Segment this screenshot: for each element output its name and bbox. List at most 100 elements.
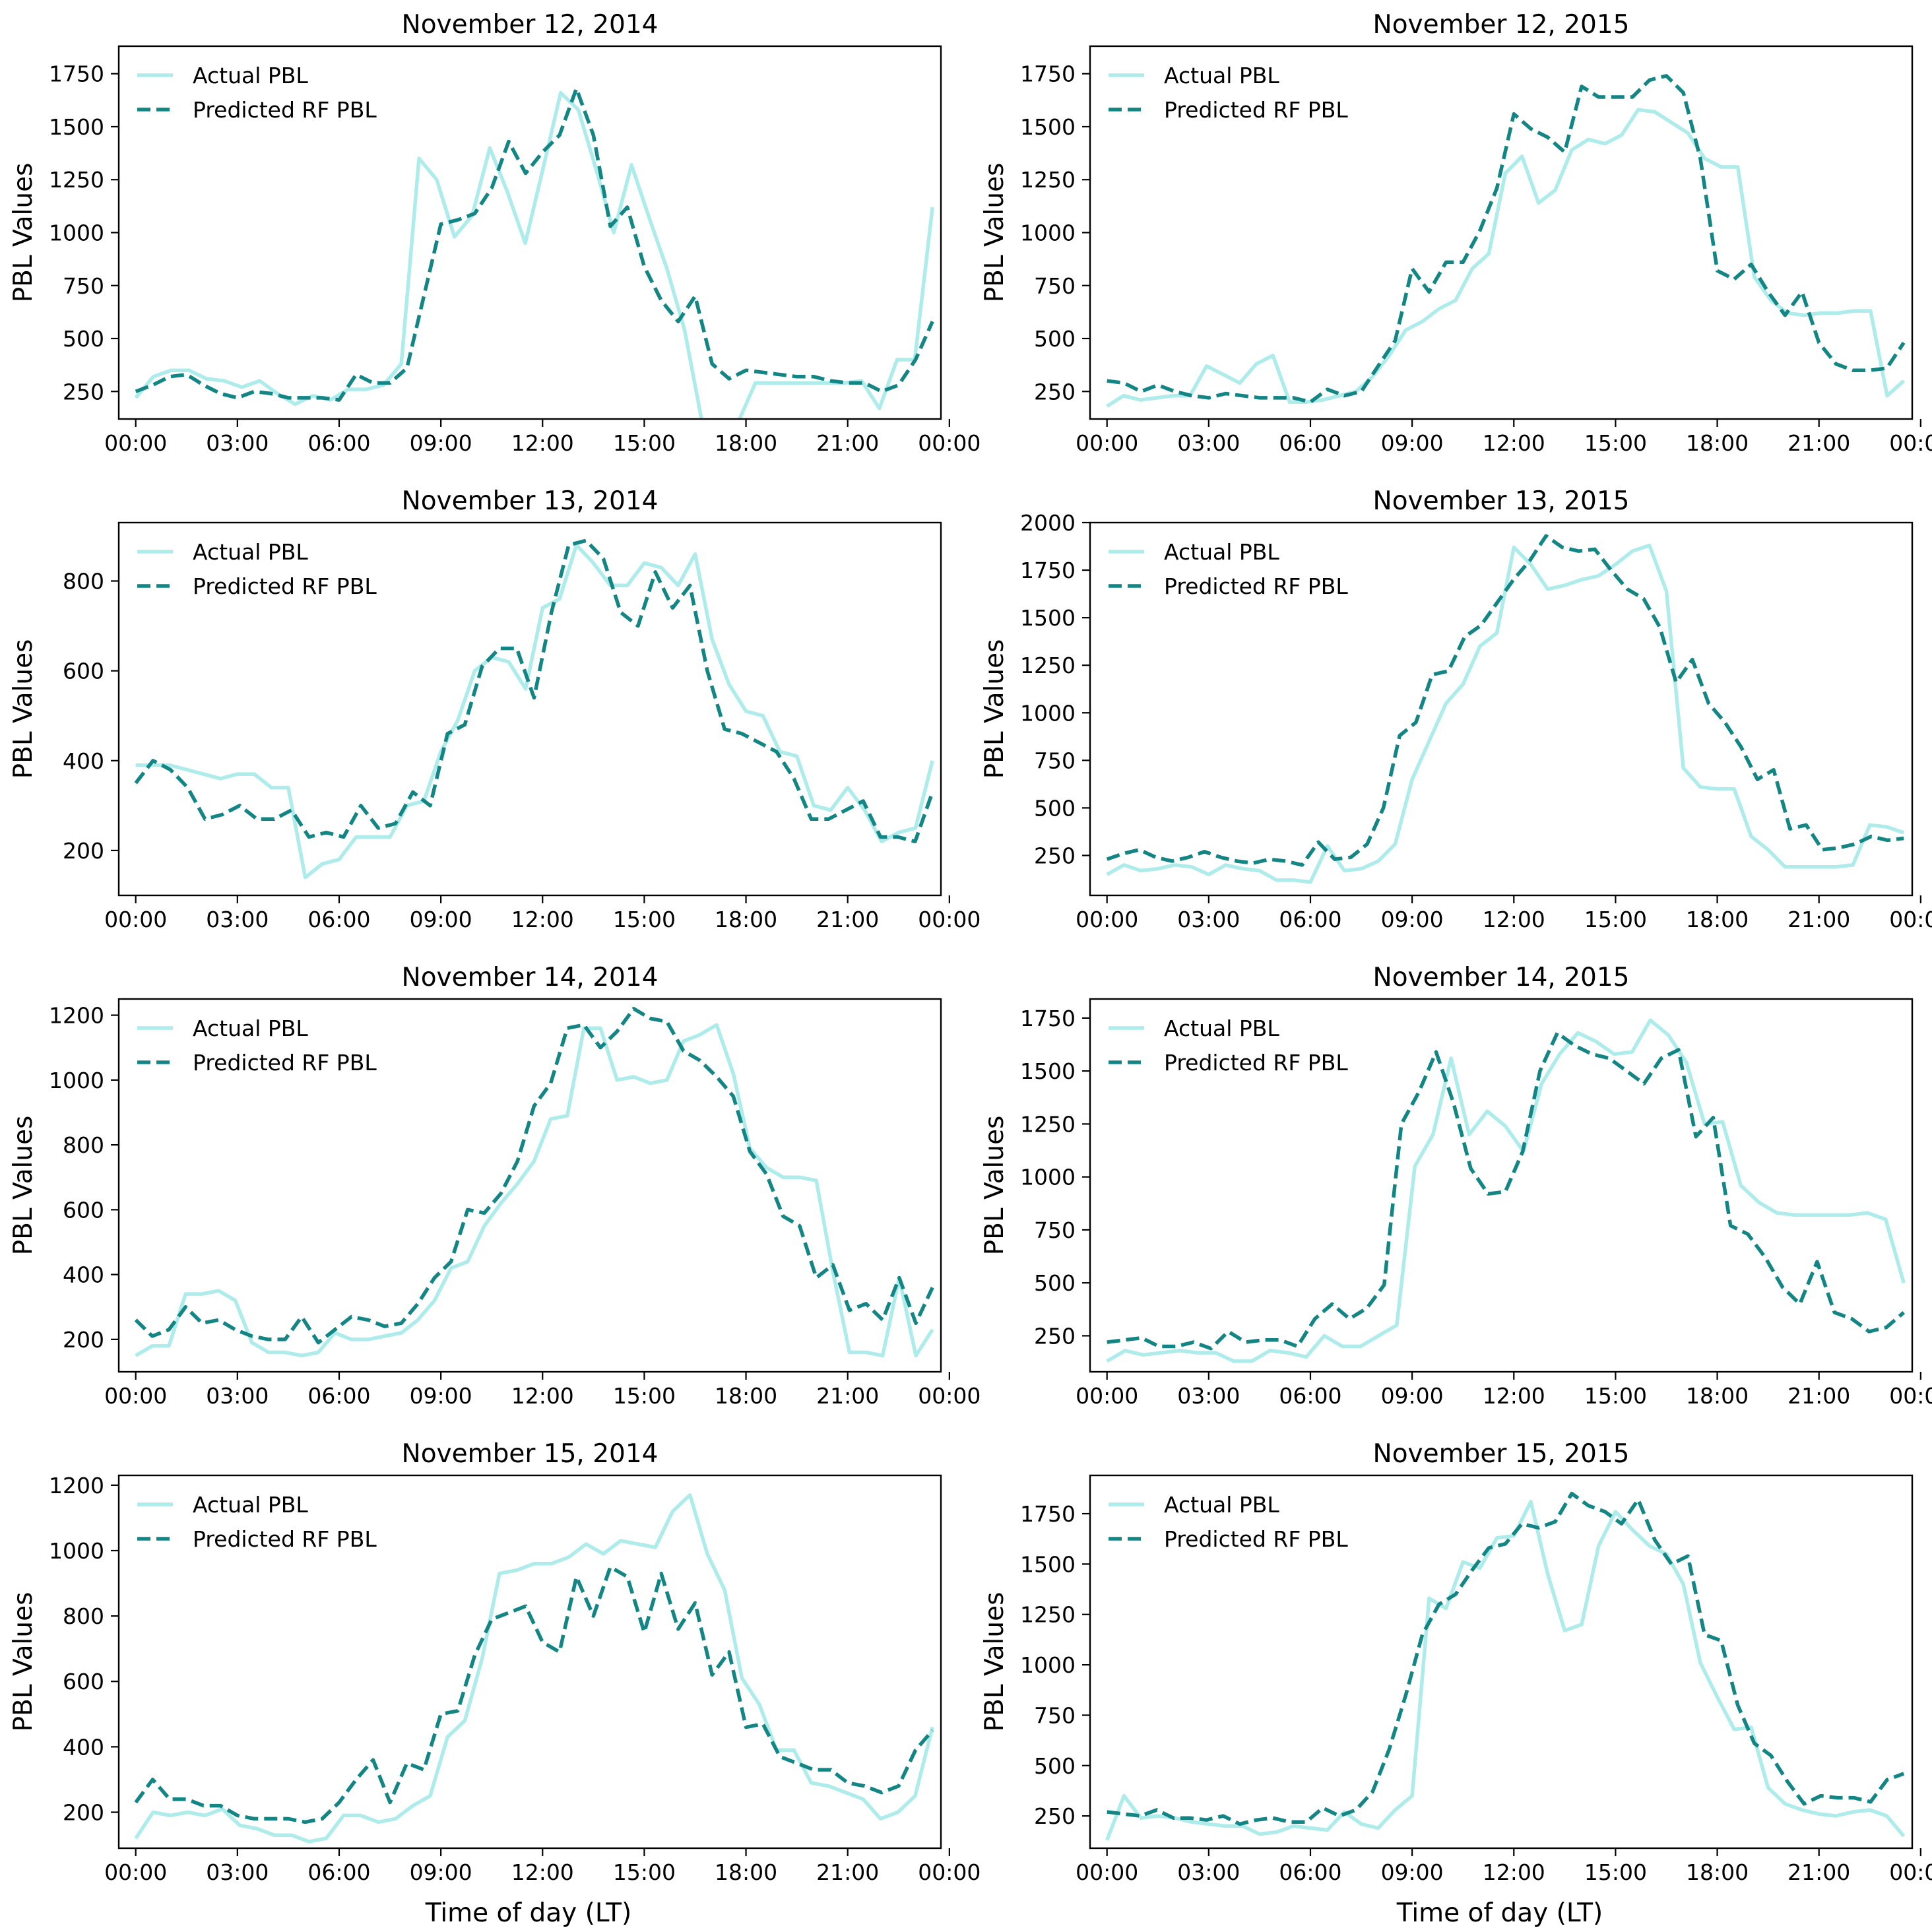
actual-pbl-line [135,543,934,880]
y-tick-label: 1250 [1020,1111,1076,1137]
legend: Actual PBL Predicted RF PBL [1109,63,1348,123]
x-tick-label: 06:00 [307,1859,370,1885]
x-tick-label: 18:00 [1686,430,1749,456]
actual-pbl-line [1106,1018,1906,1363]
panel-title: November 15, 2014 [402,1439,659,1469]
panel-title: November 12, 2015 [1373,10,1630,40]
actual-pbl-line [1106,108,1906,408]
y-axis-label: PBL Values [9,163,38,303]
y-tick-label: 1750 [1020,558,1076,583]
x-tick-label: 09:00 [410,1383,472,1409]
legend-actual-label: Actual PBL [1164,539,1279,565]
x-tick-label: 06:00 [307,1383,370,1409]
legend: Actual PBL Predicted RF PBL [137,539,377,599]
x-tick-label: 21:00 [1787,1859,1850,1885]
y-tick-label: 250 [1034,843,1076,868]
chart-panel-1: November 12, 2014 PBL Values 00:00 03:00 06:… [9,10,981,456]
legend-actual-label: Actual PBL [1164,1015,1279,1041]
y-tick-label: 750 [63,273,104,299]
x-tick-label: 03:00 [1177,1383,1240,1409]
panel-frame [1089,45,1914,420]
chart-panels: November 12, 2014 PBL Values 00:00 03:00 06:… [9,10,1932,1885]
legend-actual-label: Actual PBL [193,1015,308,1041]
x-tick-label: 18:00 [1686,1859,1749,1885]
x-tick-label: 06:00 [1279,1383,1341,1409]
x-tick-label: 00:00 [104,1383,167,1409]
x-tick-label: 18:00 [715,1859,777,1885]
legend-predicted-label: Predicted RF PBL [1164,97,1348,123]
x-tick-label: 21:00 [816,1859,879,1885]
x-tick-label: 21:00 [1787,1383,1850,1409]
x-tick-label: 18:00 [715,1383,777,1409]
legend-actual-label: Actual PBL [193,63,308,88]
x-tick-label: 15:00 [1584,1383,1647,1409]
x-tick-label: 06:00 [307,907,370,932]
predicted-rf-pbl-line [134,1565,934,1824]
x-tick-label: 18:00 [1686,907,1749,932]
legend-predicted-label: Predicted RF PBL [193,97,377,123]
x-tick-label: 00:00 [1076,1859,1138,1885]
y-axis-label: PBL Values [980,1116,1010,1256]
y-tick-label: 800 [63,568,104,594]
legend-predicted-label: Predicted RF PBL [1164,1050,1348,1076]
x-tick-label: 03:00 [206,907,269,932]
chart-panel-5: November 14, 2014 PBL Values 00:00 03:00 06:… [9,963,981,1409]
y-tick-label: 750 [1034,1217,1076,1243]
x-tick-label: 00:00 [104,907,167,932]
y-tick-label: 1250 [1020,1602,1076,1628]
y-tick-label: 500 [1034,1270,1076,1296]
x-tick-label: 09:00 [1381,430,1444,456]
y-tick-label: 1250 [1020,167,1076,193]
x-tick-label: 15:00 [613,1383,676,1409]
actual-pbl-line [134,90,934,419]
chart-panel-7: November 15, 2014 PBL Values 00:00 03:00 06:… [9,1439,981,1885]
y-tick-label: 1500 [1020,605,1076,631]
x-tick-label: 00:00 [104,1859,167,1885]
actual-pbl-line [135,1023,934,1358]
y-tick-label: 1000 [1020,220,1076,246]
y-tick-label: 1000 [49,1538,104,1564]
legend: Actual PBL Predicted RF PBL [137,1492,377,1552]
legend: Actual PBL Predicted RF PBL [1109,1015,1348,1076]
y-tick-label: 600 [63,659,104,684]
x-tick-label: 12:00 [1483,1859,1545,1885]
legend: Actual PBL Predicted RF PBL [1109,539,1348,599]
x-tick-label: 12:00 [511,1859,574,1885]
x-tick-label: 06:00 [1279,430,1341,456]
x-tick-label: 15:00 [1584,1859,1647,1885]
y-tick-label: 750 [1034,273,1076,299]
x-tick-label: 12:00 [1483,907,1545,932]
y-axis-label: PBL Values [9,1592,38,1732]
y-tick-label: 1000 [49,220,104,246]
x-tick-label: 00:00 [918,1383,981,1409]
x-tick-label: 09:00 [1381,907,1444,932]
y-tick-label: 1500 [49,114,104,140]
x-tick-label: 00:00 [1076,907,1138,932]
y-tick-label: 250 [1034,1323,1076,1349]
x-tick-label: 12:00 [511,1383,574,1409]
x-tick-label: 15:00 [1584,907,1647,932]
x-tick-label: 15:00 [1584,430,1647,456]
x-tick-label: 21:00 [816,430,879,456]
y-tick-label: 1000 [49,1068,104,1093]
x-tick-label: 21:00 [1787,907,1850,932]
panel-frame [117,1474,942,1850]
y-tick-label: 250 [1034,379,1076,404]
x-tick-label: 21:00 [816,907,879,932]
plot-area [134,86,934,419]
x-tick-label: 03:00 [206,1859,269,1885]
x-tick-label: 09:00 [410,430,472,456]
y-tick-label: 500 [1034,326,1076,352]
legend-predicted-label: Predicted RF PBL [1164,1526,1348,1552]
chart-panel-4: November 13, 2015 PBL Values 00:00 03:00 06:… [980,486,1932,932]
y-tick-label: 800 [63,1603,104,1629]
x-tick-label: 18:00 [1686,1383,1749,1409]
plot-area [1106,1018,1906,1363]
panel-title: November 14, 2014 [402,963,659,992]
legend-actual-label: Actual PBL [193,539,308,565]
y-axis-label: PBL Values [980,1592,1010,1732]
x-tick-label: 12:00 [1483,430,1545,456]
panel-title: November 14, 2015 [1373,963,1630,992]
plot-area [1106,74,1906,408]
